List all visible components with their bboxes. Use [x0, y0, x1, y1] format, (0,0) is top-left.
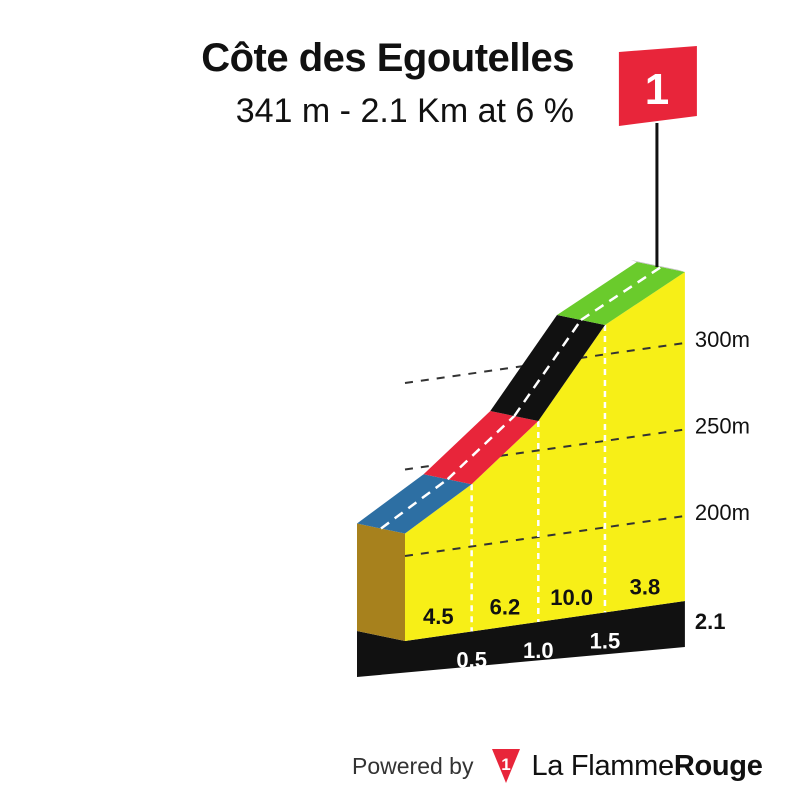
profile-body	[405, 272, 685, 641]
profile-side	[357, 523, 405, 641]
km-tick-label: 0.5	[456, 647, 487, 672]
chart-subtitle: 341 m - 2.1 Km at 6 %	[235, 92, 574, 130]
segment-gradient-label: 3.8	[630, 575, 661, 600]
km-tick-label: 1.0	[523, 638, 554, 663]
road-centre-line	[380, 478, 449, 530]
altitude-tick-label: 250m	[695, 413, 750, 438]
summit-flag-number: 1	[645, 65, 669, 114]
footer: Powered by 1 La FlammeRouge	[352, 744, 763, 788]
segment-gradient-label: 10.0	[550, 585, 593, 610]
km-tick-label: 1.5	[590, 628, 621, 653]
brand-name: La FlammeRouge	[531, 750, 762, 783]
summit-flag	[618, 46, 697, 126]
powered-by-label: Powered by	[352, 752, 474, 779]
road-segment	[557, 262, 685, 325]
road-segments	[357, 260, 685, 534]
flame-rouge-icon: 1	[492, 749, 521, 783]
chart-labels: 200m 250m 300m 4.5 6.2 10.0 3.8 0.5 1.0 1.5 2.1	[423, 327, 750, 672]
segment-gradient-label: 6.2	[490, 595, 521, 620]
distance-band-shape	[357, 601, 685, 677]
altitude-grid	[404, 324, 686, 632]
flame-rouge-icon-number: 1	[502, 755, 511, 774]
brand-name-light: La Flamme	[531, 749, 674, 782]
profile-side-face	[357, 523, 405, 641]
climb-profile-chart: 1 200m 250m 300m 4.5 6.2 10.0 3.8 0.5 1.0 1.5 2.1	[357, 46, 750, 677]
summit-flag-marker: 1	[618, 46, 697, 268]
brand-name-bold: Rouge	[673, 749, 763, 782]
segment-gradient-label: 4.5	[423, 604, 454, 629]
road-centre-line	[446, 415, 516, 481]
chart-title: Côte des Egoutelles	[201, 36, 574, 80]
altitude-tick-label: 200m	[695, 500, 750, 525]
road-segment	[423, 411, 539, 485]
altitude-tick-label: 300m	[695, 327, 750, 352]
distance-band	[357, 601, 685, 677]
profile-fill-area	[405, 272, 685, 641]
road-centre-line	[513, 319, 582, 417]
km-tick-label: 2.1	[695, 609, 726, 634]
